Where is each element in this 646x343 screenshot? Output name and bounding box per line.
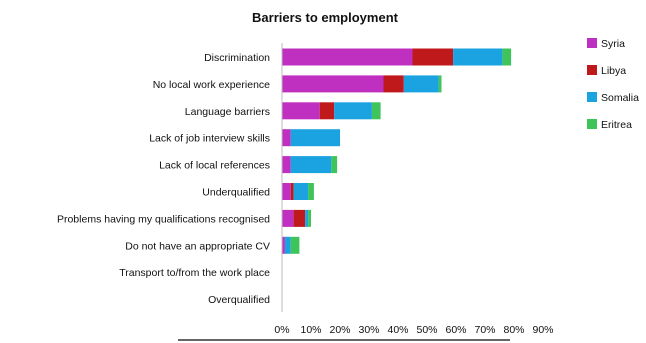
category-label: Problems having my qualifications recogn… [57, 213, 270, 225]
category-label: Language barriers [185, 106, 270, 118]
bar-somalia-6 [305, 209, 309, 227]
bar-syria-7 [282, 236, 285, 254]
category-label: Transport to/from the work place [119, 267, 270, 279]
legend-swatch-libya [587, 65, 597, 75]
legend-swatch-eritrea [587, 119, 597, 129]
bar-syria-5 [282, 183, 291, 200]
legend-label: Somalia [601, 92, 639, 104]
bar-eritrea-0 [502, 48, 512, 66]
bar-somalia-7 [284, 236, 291, 254]
bar-eritrea-2 [371, 102, 381, 120]
category-label: Lack of local references [159, 160, 270, 172]
x-tick-label: 60% [445, 324, 466, 336]
bar-eritrea-4 [331, 156, 338, 174]
x-tick-label: 70% [474, 324, 495, 336]
bar-somalia-3 [290, 129, 340, 147]
chart-title: Barriers to employment [252, 10, 399, 25]
category-label: Underqualified [202, 187, 270, 199]
category-label: No local work experience [153, 79, 270, 91]
x-tick-label: 90% [532, 324, 553, 336]
x-tick-label: 50% [416, 324, 437, 336]
x-tick-label: 80% [503, 324, 524, 336]
bar-libya-6 [293, 209, 306, 227]
bar-somalia-2 [334, 102, 372, 120]
category-label: Lack of job interview skills [149, 133, 270, 145]
x-tick-label: 30% [358, 324, 379, 336]
x-tick-label: 10% [300, 324, 321, 336]
bar-syria-6 [282, 209, 294, 227]
bar-eritrea-1 [438, 75, 442, 93]
bar-syria-1 [282, 75, 384, 93]
category-label: Discrimination [204, 52, 270, 64]
x-tick-labels: 0% 10% 20% 30% 40% 50% 60% 70% 80% 90% [274, 324, 553, 336]
bar-eritrea-7 [290, 236, 300, 254]
category-labels: Discrimination No local work experience La… [57, 52, 270, 306]
bar-eritrea-6 [308, 209, 311, 227]
bar-somalia-1 [403, 75, 439, 93]
x-tick-label: 0% [274, 324, 289, 336]
bar-somalia-4 [290, 156, 332, 174]
legend-label: Libya [601, 65, 626, 77]
bar-somalia-5 [293, 183, 309, 200]
bar-syria-2 [282, 102, 320, 120]
legend-label: Eritrea [601, 119, 632, 131]
bar-libya-2 [319, 102, 335, 120]
x-tick-label: 20% [329, 324, 350, 336]
x-tick-label: 40% [387, 324, 408, 336]
legend-swatch-somalia [587, 92, 597, 102]
bars [282, 48, 512, 254]
bar-syria-3 [282, 129, 291, 147]
bar-libya-5 [290, 183, 294, 200]
bar-eritrea-5 [308, 183, 314, 200]
legend-label: Syria [601, 38, 625, 50]
bar-libya-1 [383, 75, 404, 93]
category-label: Overqualified [208, 294, 270, 306]
bar-syria-0 [282, 48, 413, 66]
bar-somalia-0 [453, 48, 503, 66]
legend-swatch-syria [587, 38, 597, 48]
bar-libya-0 [412, 48, 454, 66]
category-label: Do not have an appropriate CV [125, 240, 270, 252]
bar-syria-4 [282, 156, 291, 174]
legend: Syria Libya Somalia Eritrea [587, 38, 639, 131]
